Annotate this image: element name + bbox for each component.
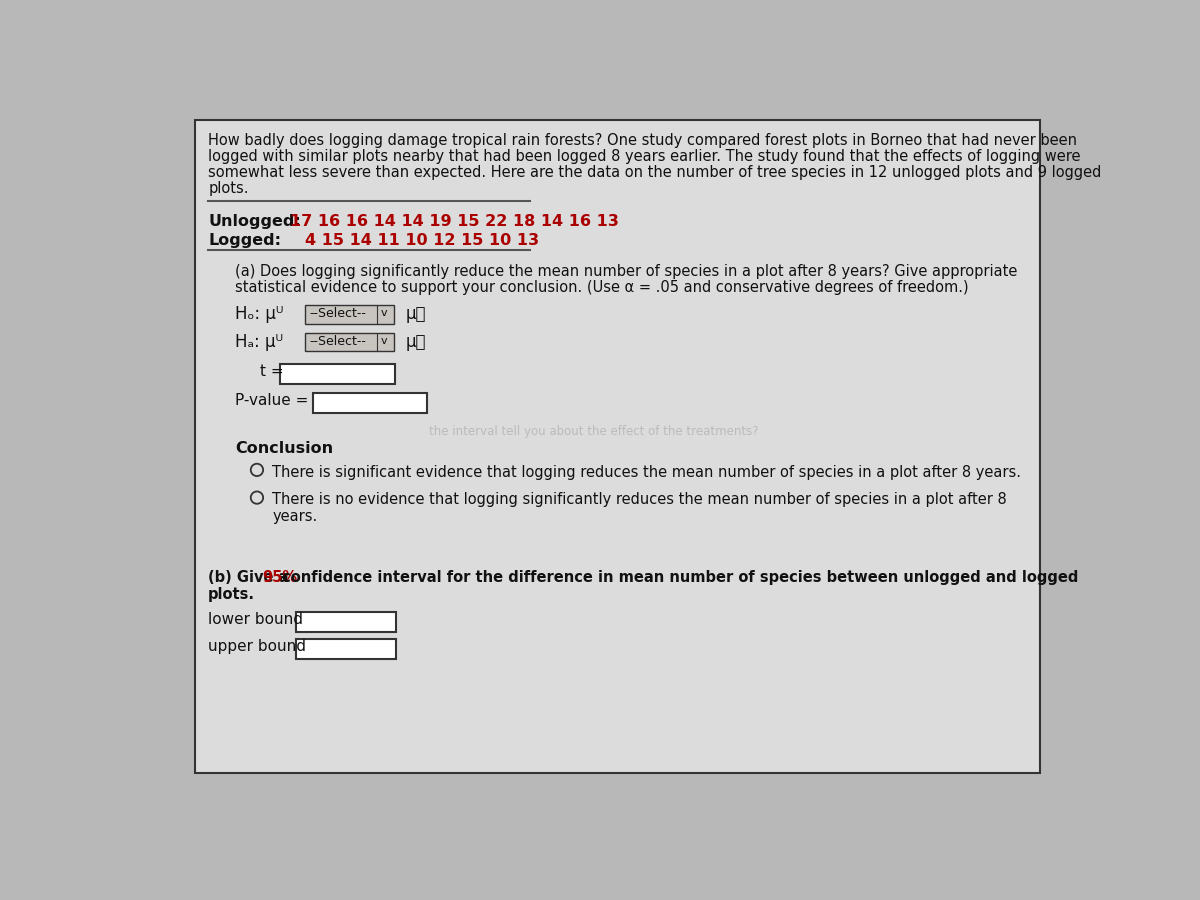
Text: lower bound: lower bound xyxy=(208,612,304,626)
Text: Unlogged:: Unlogged: xyxy=(208,214,301,230)
Text: v: v xyxy=(380,336,388,346)
Text: v: v xyxy=(380,308,388,319)
Text: the interval tell you about the effect of the treatments?: the interval tell you about the effect o… xyxy=(430,425,758,438)
Text: Logged:: Logged: xyxy=(208,233,281,248)
Text: There is significant evidence that logging reduces the mean number of species in: There is significant evidence that loggi… xyxy=(272,464,1021,480)
FancyBboxPatch shape xyxy=(281,364,395,383)
Text: upper bound: upper bound xyxy=(208,639,306,654)
Text: plots.: plots. xyxy=(208,181,248,196)
Text: How badly does logging damage tropical rain forests? One study compared forest p: How badly does logging damage tropical r… xyxy=(208,132,1078,148)
Text: P-value =: P-value = xyxy=(235,393,308,408)
Text: μ᰹: μ᰹ xyxy=(406,333,426,351)
Text: There is no evidence that logging significantly reduces the mean number of speci: There is no evidence that logging signif… xyxy=(272,492,1007,508)
FancyBboxPatch shape xyxy=(295,639,396,660)
Text: (a) Does logging significantly reduce the mean number of species in a plot after: (a) Does logging significantly reduce th… xyxy=(235,264,1018,278)
FancyBboxPatch shape xyxy=(305,333,394,351)
Text: Conclusion: Conclusion xyxy=(235,441,334,455)
Text: (b) Give a: (b) Give a xyxy=(208,570,294,585)
FancyBboxPatch shape xyxy=(305,305,394,324)
FancyBboxPatch shape xyxy=(313,393,427,413)
Text: plots.: plots. xyxy=(208,587,256,602)
Text: μ᰹: μ᰹ xyxy=(406,305,426,323)
Text: statistical evidence to support your conclusion. (Use α = .05 and conservative d: statistical evidence to support your con… xyxy=(235,281,968,295)
Text: t =: t = xyxy=(260,364,283,379)
Text: 4 15 14 11 10 12 15 10 13: 4 15 14 11 10 12 15 10 13 xyxy=(305,233,539,248)
Text: somewhat less severe than expected. Here are the data on the number of tree spec: somewhat less severe than expected. Here… xyxy=(208,165,1102,180)
Text: Hₒ: μᵁ: Hₒ: μᵁ xyxy=(235,305,283,323)
Text: --Select--: --Select-- xyxy=(308,308,366,320)
Text: logged with similar plots nearby that had been logged 8 years earlier. The study: logged with similar plots nearby that ha… xyxy=(208,148,1081,164)
Text: confidence interval for the difference in mean number of species between unlogge: confidence interval for the difference i… xyxy=(277,570,1079,585)
FancyBboxPatch shape xyxy=(295,612,396,632)
FancyBboxPatch shape xyxy=(194,120,1039,772)
Text: --Select--: --Select-- xyxy=(308,335,366,348)
Text: years.: years. xyxy=(272,509,318,524)
Text: Hₐ: μᵁ: Hₐ: μᵁ xyxy=(235,333,283,351)
Text: 95%: 95% xyxy=(263,570,298,585)
Text: 17 16 16 14 14 19 15 22 18 14 16 13: 17 16 16 14 14 19 15 22 18 14 16 13 xyxy=(289,214,618,230)
